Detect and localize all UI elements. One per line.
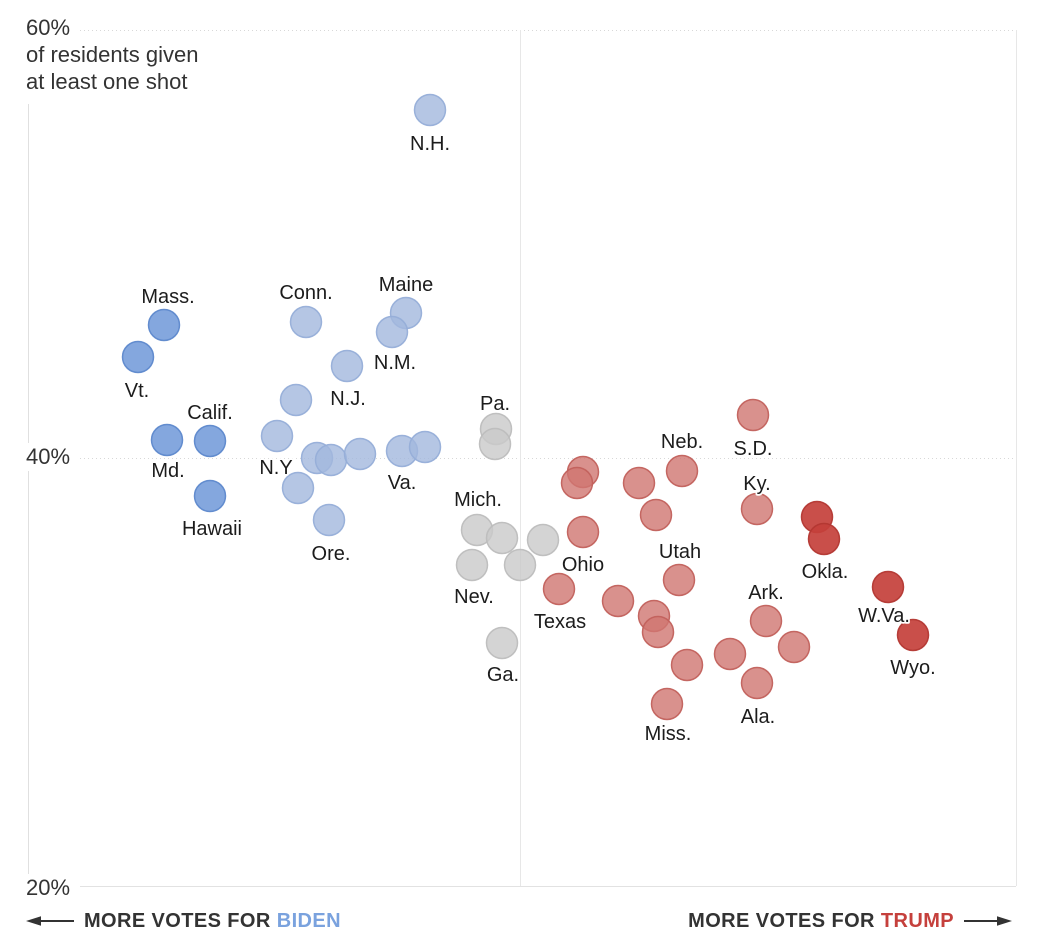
state-dot	[408, 430, 442, 464]
state-dot	[601, 584, 635, 618]
state-dot-nm	[330, 349, 364, 383]
state-dot	[314, 443, 348, 477]
state-dot-wyo	[896, 618, 930, 652]
state-dot-vt	[121, 340, 155, 374]
state-dot	[560, 466, 594, 500]
y-axis-annotation: 60% of residents given at least one shot	[26, 14, 198, 95]
state-label-pa: Pa.	[480, 393, 510, 415]
state-label-calif: Calif.	[187, 402, 233, 424]
state-label-okla: Okla.	[802, 561, 849, 583]
state-label-ore: Ore.	[312, 543, 351, 565]
state-label-maine: Maine	[379, 274, 433, 296]
state-label-mich: Mich.	[454, 489, 502, 511]
state-dot-nev	[455, 548, 489, 582]
state-dot	[713, 637, 747, 671]
state-label-wva: W.Va.	[858, 605, 910, 627]
state-dot-nh	[413, 93, 447, 127]
state-dot-ohio	[566, 515, 600, 549]
state-label-neb: Neb.	[661, 431, 703, 453]
state-label-hawaii: Hawaii	[182, 518, 242, 540]
state-dot	[375, 315, 409, 349]
state-label-md: Md.	[151, 460, 184, 482]
state-dot	[478, 427, 512, 461]
state-dot-texas	[542, 572, 576, 606]
more-votes-for-left: MORE VOTES FOR	[84, 909, 271, 932]
x-axis-legend-biden: MORE VOTES FOR BIDEN	[26, 907, 341, 935]
state-dot-miss	[650, 687, 684, 721]
state-label-utah: Utah	[659, 541, 701, 563]
x-axis-legend-trump: MORE VOTES FOR TRUMP	[688, 907, 1012, 935]
state-dot	[485, 521, 519, 555]
state-label-conn: Conn.	[279, 282, 332, 304]
state-dot	[777, 630, 811, 664]
state-dot-conn	[289, 305, 323, 339]
state-label-sd: S.D.	[734, 438, 773, 460]
state-label-nm: N.M.	[374, 352, 416, 374]
state-dot	[281, 471, 315, 505]
y-annotation-line-1: of residents given	[26, 42, 199, 67]
state-dot-ga	[485, 626, 519, 660]
state-dot-hawaii	[193, 479, 227, 513]
state-label-ga: Ga.	[487, 664, 519, 686]
state-dot	[526, 523, 560, 557]
state-label-ark: Ark.	[748, 582, 784, 604]
y-tick-20-label: 20%	[26, 874, 77, 902]
arrow-right-icon	[964, 916, 1012, 926]
state-dot-utah	[662, 563, 696, 597]
state-label-ky: Ky.	[743, 473, 770, 495]
state-dot-nj	[279, 383, 313, 417]
biden-legend-text: MORE VOTES FOR BIDEN	[84, 910, 341, 933]
y-annotation-line-2: at least one shot	[26, 69, 188, 94]
state-label-va: Va.	[388, 472, 417, 494]
state-dot	[343, 437, 377, 471]
biden-name: BIDEN	[276, 909, 341, 932]
state-label-nj: N.J.	[330, 388, 366, 410]
state-label-nh: N.H.	[410, 133, 450, 155]
trump-legend-text: MORE VOTES FOR TRUMP	[688, 910, 954, 933]
state-dot	[639, 498, 673, 532]
state-dot-ky	[740, 492, 774, 526]
trump-name: TRUMP	[880, 909, 954, 932]
state-dot-wva	[871, 570, 905, 604]
state-dot-neb	[665, 454, 699, 488]
state-dot	[641, 615, 675, 649]
state-dot-ala	[740, 666, 774, 700]
state-label-ala: Ala.	[741, 706, 775, 728]
state-dot	[503, 548, 537, 582]
y-tick-40-label: 40%	[26, 443, 77, 471]
state-dot-ny	[260, 419, 294, 453]
state-label-miss: Miss.	[645, 723, 692, 745]
state-label-mass: Mass.	[141, 286, 194, 308]
state-label-texas: Texas	[534, 611, 586, 633]
more-votes-for-right: MORE VOTES FOR	[688, 909, 875, 932]
state-label-wyo: Wyo.	[890, 657, 935, 679]
state-dot-mass	[147, 308, 181, 342]
state-label-ny: N.Y	[259, 457, 292, 479]
state-dot-md	[150, 423, 184, 457]
state-label-vt: Vt.	[125, 380, 149, 402]
state-dot	[807, 522, 841, 556]
state-dot-calif	[193, 424, 227, 458]
y-tick-60-label: 60%	[26, 15, 71, 40]
state-dot	[670, 648, 704, 682]
arrow-left-icon	[26, 916, 74, 926]
state-label-ohio: Ohio	[562, 554, 604, 576]
state-label-nev: Nev.	[454, 586, 494, 608]
state-dot-ark	[749, 604, 783, 638]
state-dot	[622, 466, 656, 500]
state-dot-sd	[736, 398, 770, 432]
state-dot-ore	[312, 503, 346, 537]
